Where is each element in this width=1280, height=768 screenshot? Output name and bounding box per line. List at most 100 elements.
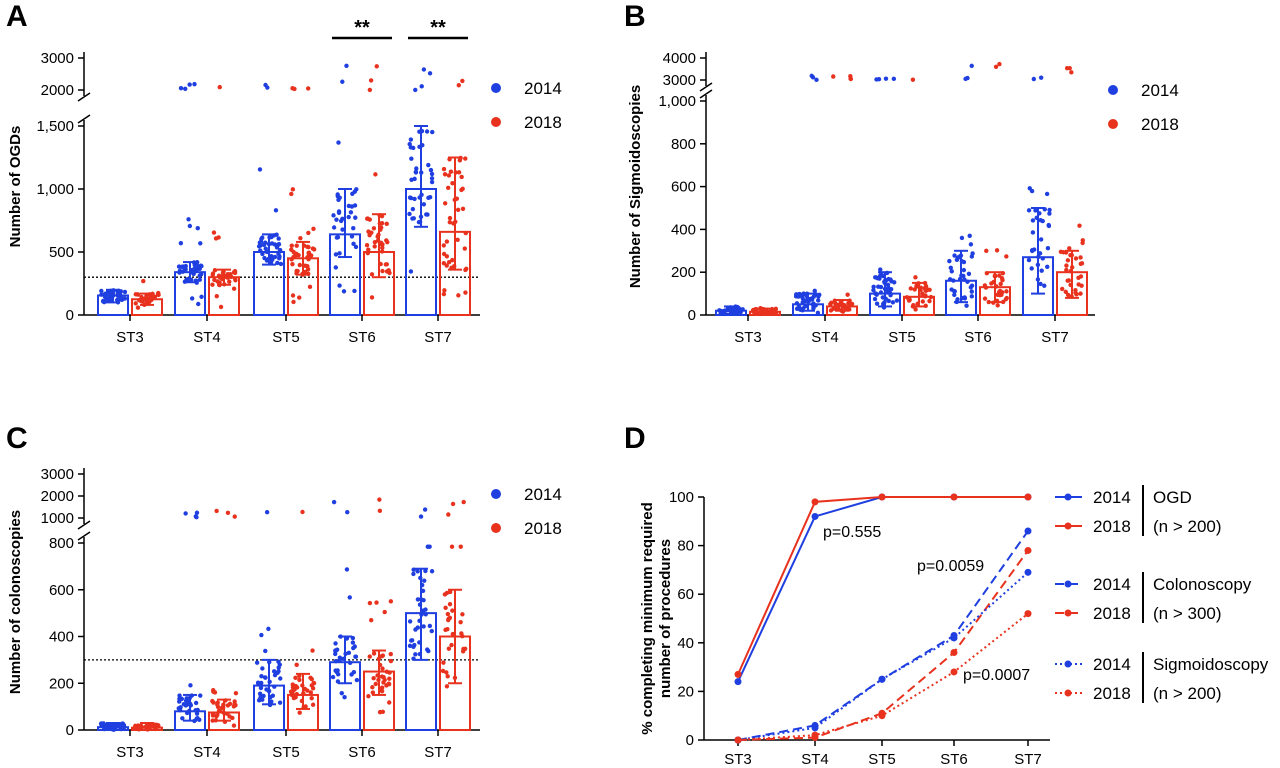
x-tick-label-st6: ST6 [940,751,968,768]
data-point [1076,282,1081,287]
data-point [254,660,260,665]
data-point [293,675,298,681]
data-point [337,251,342,256]
data-point [211,689,216,694]
data-point [1079,261,1085,266]
data-point [367,217,372,222]
x-tick-label-st6: ST6 [348,744,376,761]
p-value-sigmoidoscopy: p=0.0007 [963,667,1030,684]
outlier-point [1067,65,1072,71]
data-point [952,253,957,258]
data-point [335,192,340,197]
data-point [212,267,218,273]
axis-break-mark [699,82,713,92]
data-point [459,187,464,193]
data-point [923,287,928,292]
legend-group-label: Sigmoidoscopy [1153,655,1269,674]
data-point [443,627,448,633]
outlier-point [183,86,188,92]
data-point [448,169,454,174]
data-point [269,241,275,246]
data-point [430,129,435,135]
data-point [277,700,283,705]
data-point [380,245,385,250]
legend-label-2018: 2018 [524,113,562,132]
data-point [815,310,821,316]
data-point [387,676,392,681]
data-point [276,256,282,261]
data-point [426,195,431,201]
data-point [331,225,337,230]
legend-year-label: 2014 [1093,488,1131,507]
data-point [969,289,975,294]
data-point [354,677,360,683]
data-point [1039,268,1044,273]
data-point [449,642,454,648]
data-point [413,652,418,657]
data-point [458,544,463,549]
data-point [188,683,193,688]
data-point [441,260,447,266]
data-point [352,288,357,294]
data-point [410,145,416,151]
data-point [463,156,468,161]
data-point [968,242,974,247]
outlier-point [891,76,897,82]
series-point [1024,527,1032,535]
data-point [913,275,918,280]
data-point [306,250,312,255]
legend-group-threshold: (n > 300) [1153,604,1222,623]
outlier-point [377,497,382,502]
data-point [263,246,268,251]
data-point [266,626,271,632]
data-point [369,272,375,277]
data-point [1065,292,1071,298]
data-point [874,301,880,306]
data-point [346,214,351,220]
data-point [371,651,377,656]
y-tick-label: 1,000 [36,181,74,198]
data-point [371,676,376,681]
data-point [259,674,264,679]
data-point [875,275,880,281]
data-point [441,243,446,248]
data-point [177,693,182,698]
outlier-point [305,86,311,91]
data-point [1074,292,1079,297]
outlier-point [456,83,461,88]
data-point [349,204,355,209]
outlier-point [848,74,853,79]
data-point [334,217,339,222]
series-point [1024,568,1032,576]
x-tick-label-st4: ST4 [811,329,839,346]
y-tick-label: 0 [688,307,696,324]
y-tick-label: 4000 [663,50,696,67]
data-point [446,173,452,178]
data-point [947,258,952,264]
outlier-point [969,63,974,69]
data-point [426,648,431,654]
outlier-point [422,507,428,512]
data-point [372,239,378,245]
data-point [984,248,989,254]
data-point [415,569,420,574]
data-point [259,632,264,638]
data-point [98,721,104,726]
data-point [194,267,200,272]
outlier-point [187,82,192,87]
data-point [816,298,821,303]
data-point [989,281,994,286]
data-point [427,544,432,549]
data-point [276,241,282,247]
axis-break-mark [699,89,713,99]
outlier-point [1038,75,1044,80]
data-point [340,227,345,232]
x-tick-label-st4: ST4 [801,751,829,768]
data-point [232,268,238,274]
data-point [181,701,187,707]
data-point [366,247,371,252]
data-point [1078,291,1083,296]
legend-marker-2018 [491,117,501,127]
legend-year-label: 2018 [1093,604,1131,623]
data-point [302,269,308,275]
